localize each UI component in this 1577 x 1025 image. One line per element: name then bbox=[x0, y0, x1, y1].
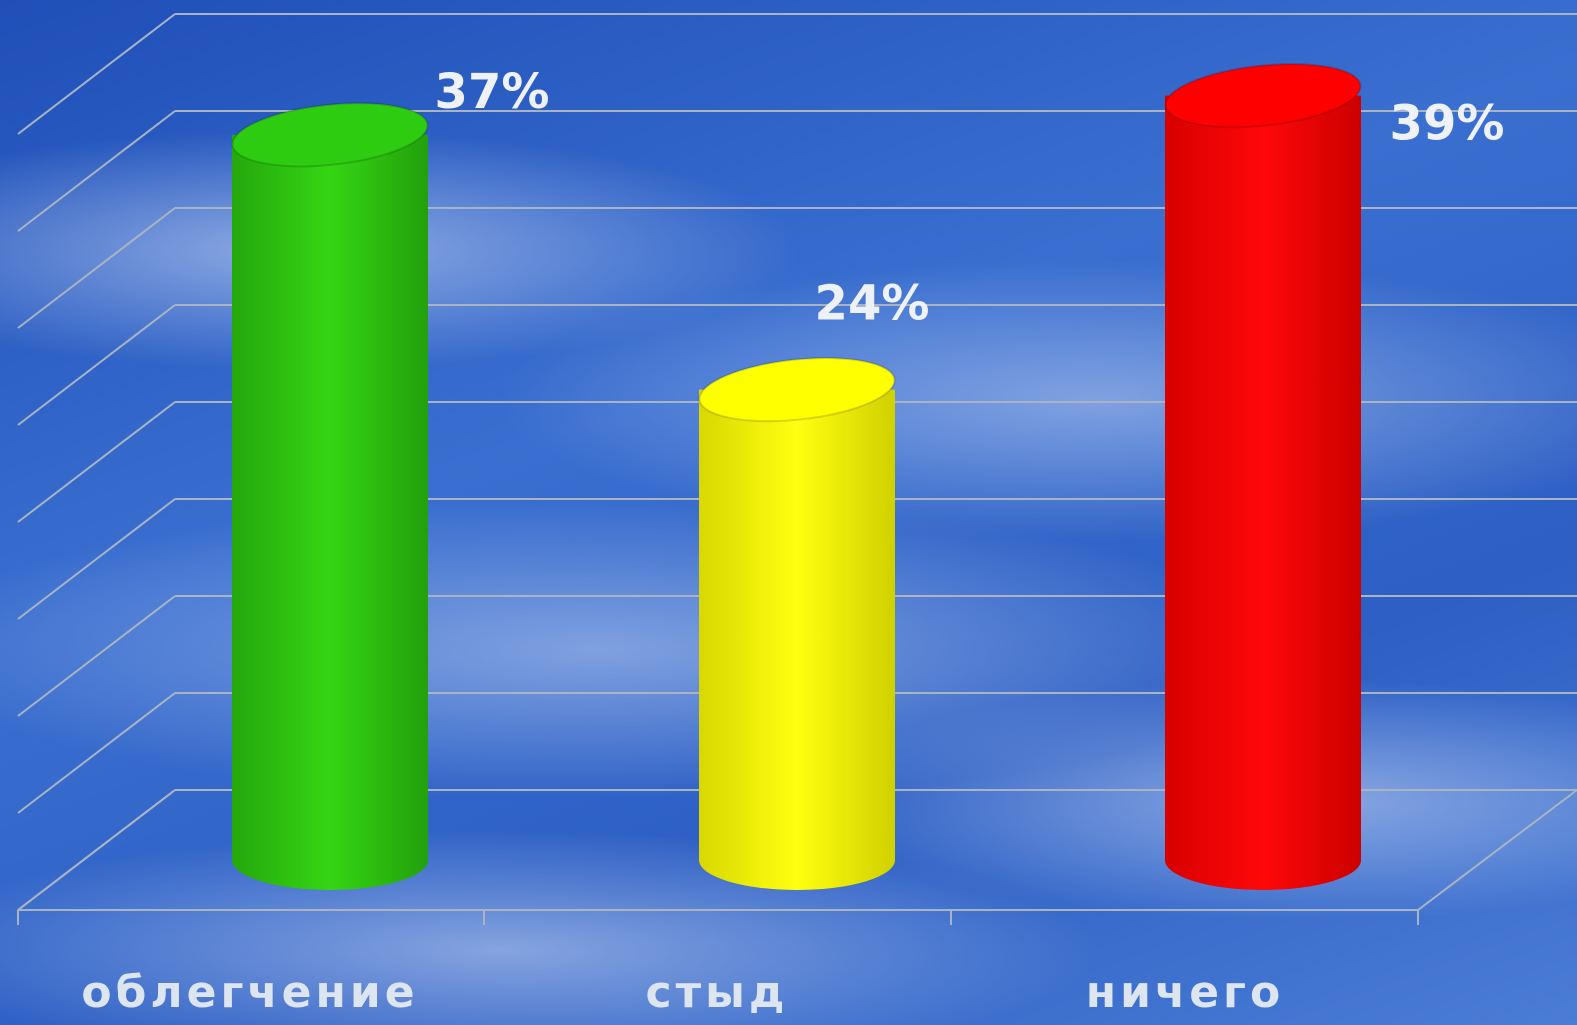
value-label: 24% bbox=[815, 276, 930, 332]
x-tick-label: стыд bbox=[646, 967, 789, 1018]
bar-top bbox=[1164, 63, 1362, 129]
wall-grid-line bbox=[17, 110, 176, 232]
wall-grid-line bbox=[17, 207, 176, 329]
bar-top bbox=[698, 357, 896, 423]
wall-grid-line bbox=[17, 401, 176, 523]
value-label: 39% bbox=[1390, 96, 1505, 152]
value-label: 37% bbox=[435, 64, 550, 120]
wall-grid-line bbox=[17, 692, 176, 814]
bar-top bbox=[231, 102, 429, 168]
wall-grid-line bbox=[17, 304, 176, 426]
bar bbox=[1165, 95, 1361, 861]
wall-grid-line bbox=[17, 789, 176, 911]
bar bbox=[699, 389, 895, 860]
wall-grid-line bbox=[17, 13, 176, 135]
wall-grid-line bbox=[17, 595, 176, 717]
bar bbox=[232, 134, 428, 861]
floor-right bbox=[1417, 789, 1577, 911]
wall-grid-line bbox=[17, 498, 176, 620]
x-tick-label: облегчение bbox=[81, 967, 418, 1018]
x-tick-label: ничего bbox=[1086, 967, 1285, 1018]
